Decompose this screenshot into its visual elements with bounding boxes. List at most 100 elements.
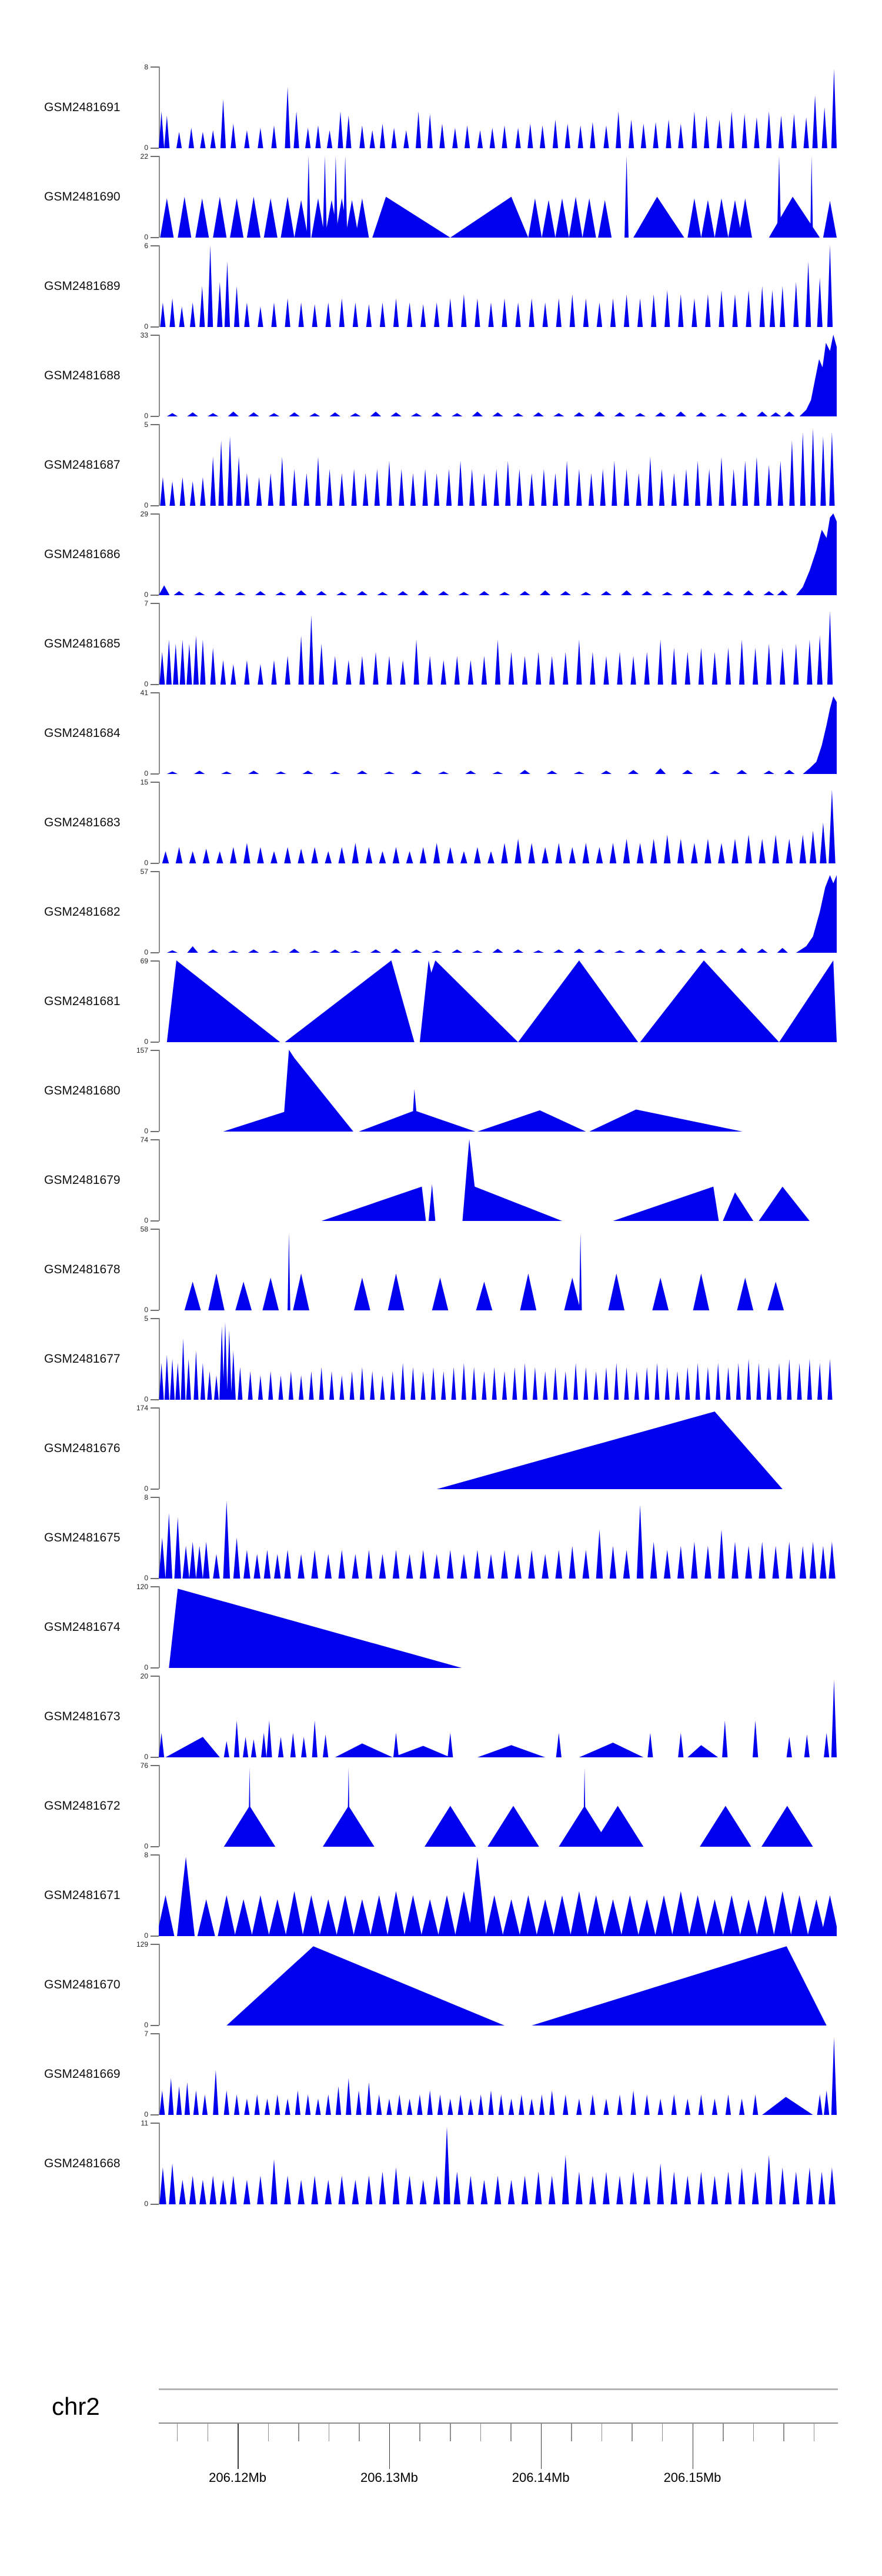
track-signal-area xyxy=(159,1322,833,1400)
signal-polygon xyxy=(359,125,365,148)
track-row: GSM2481691 8 0 xyxy=(0,64,882,156)
signal-polygon xyxy=(684,652,690,685)
signal-polygon xyxy=(823,201,837,238)
signal-polygon xyxy=(630,2090,636,2115)
signal-polygon xyxy=(184,2082,190,2115)
signal-polygon xyxy=(786,1541,793,1579)
signal-polygon xyxy=(664,290,670,327)
track-yzero-label: 0 xyxy=(144,1663,148,1671)
signal-polygon xyxy=(160,198,174,238)
signal-polygon xyxy=(434,302,440,327)
signal-polygon xyxy=(280,196,295,238)
signal-polygon xyxy=(488,2090,494,2115)
signal-polygon xyxy=(410,770,422,774)
signal-polygon xyxy=(738,2167,746,2204)
signal-polygon xyxy=(533,412,544,416)
signal-polygon xyxy=(756,1363,761,1400)
signal-polygon xyxy=(807,1899,826,1936)
signal-polygon xyxy=(784,770,795,774)
signal-polygon xyxy=(738,198,752,238)
signal-polygon xyxy=(512,1367,517,1400)
signal-polygon xyxy=(582,198,596,238)
track-signal-area xyxy=(166,875,837,953)
signal-polygon xyxy=(468,1857,486,1936)
signal-polygon xyxy=(701,200,715,238)
signal-polygon xyxy=(799,335,837,416)
signal-polygon xyxy=(647,456,653,506)
signal-polygon xyxy=(621,1895,639,1936)
signal-polygon xyxy=(370,1895,388,1936)
signal-polygon xyxy=(487,1806,539,1847)
signal-polygon xyxy=(723,1192,754,1221)
signal-polygon xyxy=(564,124,570,148)
signal-polygon xyxy=(532,1367,537,1400)
signal-polygon xyxy=(438,591,449,595)
signal-polygon xyxy=(386,656,392,685)
signal-polygon xyxy=(624,1367,629,1400)
signal-polygon xyxy=(828,789,836,863)
signal-polygon xyxy=(555,1550,562,1579)
signal-polygon xyxy=(254,2094,260,2115)
signal-polygon xyxy=(777,461,783,506)
signal-polygon xyxy=(193,635,199,685)
signal-polygon xyxy=(208,1273,225,1310)
signal-polygon xyxy=(417,590,429,595)
ruler-tick-minor xyxy=(753,2424,754,2441)
signal-polygon xyxy=(706,1899,724,1936)
signal-polygon xyxy=(302,770,313,774)
track-ymax-label: 11 xyxy=(141,2119,148,2127)
signal-polygon xyxy=(780,648,786,685)
ruler-tick-label: 206.13Mb xyxy=(360,2470,418,2485)
signal-polygon xyxy=(275,592,286,595)
signal-polygon xyxy=(817,1363,823,1400)
signal-polygon xyxy=(553,413,564,416)
signal-polygon xyxy=(383,771,395,774)
track-y-axis-line xyxy=(159,1050,160,1132)
signal-polygon xyxy=(244,302,250,327)
signal-polygon xyxy=(793,643,799,685)
signal-polygon xyxy=(425,1806,476,1847)
signal-polygon xyxy=(716,119,723,148)
signal-polygon xyxy=(564,1277,581,1310)
signal-polygon xyxy=(573,1363,579,1400)
signal-polygon xyxy=(169,481,175,506)
signal-polygon xyxy=(261,1733,267,1757)
signal-polygon xyxy=(675,411,686,416)
signal-polygon xyxy=(481,473,487,506)
signal-polygon xyxy=(821,107,827,148)
signal-polygon xyxy=(339,298,345,327)
signal-polygon xyxy=(285,298,290,327)
signal-polygon xyxy=(691,298,697,327)
track-yzero-label: 0 xyxy=(144,144,148,152)
track-yzero-tick xyxy=(151,237,159,238)
signal-polygon xyxy=(820,1546,827,1579)
signal-polygon xyxy=(736,1363,741,1400)
track-row: GSM2481689 6 0 xyxy=(0,242,882,335)
signal-polygon xyxy=(199,2180,206,2204)
signal-polygon xyxy=(687,1745,719,1757)
signal-polygon xyxy=(244,660,250,685)
signal-polygon xyxy=(339,473,345,506)
signal-polygon xyxy=(716,949,727,953)
signal-polygon xyxy=(593,1371,599,1400)
ruler-tick-minor xyxy=(783,2424,784,2441)
signal-polygon xyxy=(175,1363,181,1400)
signal-polygon xyxy=(691,843,698,863)
signal-polygon xyxy=(194,592,205,595)
signal-polygon xyxy=(349,1371,355,1400)
signal-polygon xyxy=(766,643,772,685)
track-y-axis-line xyxy=(159,66,160,148)
signal-polygon xyxy=(355,198,369,238)
signal-polygon xyxy=(421,1899,439,1936)
signal-polygon xyxy=(492,412,503,416)
signal-polygon xyxy=(746,290,751,327)
signal-polygon xyxy=(576,2098,582,2115)
signal-polygon xyxy=(806,261,811,327)
signal-polygon xyxy=(329,771,340,774)
track-yzero-tick xyxy=(151,505,159,506)
signal-polygon xyxy=(678,1733,684,1757)
ruler-tick-minor xyxy=(723,2424,724,2441)
signal-polygon xyxy=(275,771,286,774)
ruler-tick-minor xyxy=(176,2424,178,2441)
signal-polygon xyxy=(218,440,224,506)
